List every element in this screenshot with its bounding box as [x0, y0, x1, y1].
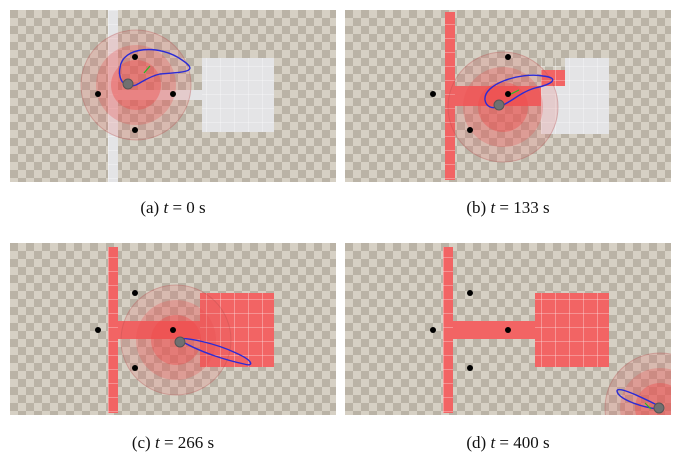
room-cells: [535, 293, 609, 367]
trajectory: [176, 337, 252, 366]
heading-marker: [510, 89, 520, 95]
caption-c: (c) t = 266 s: [131, 433, 215, 452]
room-cells: [541, 58, 609, 134]
trajectory: [484, 74, 554, 109]
explored-corridor-horizontal: [118, 321, 208, 339]
landmark: [430, 327, 436, 333]
landmark: [132, 290, 138, 296]
explored-corridor-horizontal: [453, 321, 543, 339]
landmark: [95, 91, 101, 97]
robot: [493, 99, 505, 111]
landmark: [132, 365, 138, 371]
simulation-view-b: [345, 10, 671, 182]
robot: [122, 78, 134, 90]
landmark: [95, 327, 101, 333]
landmark: [170, 91, 176, 97]
caption-b: (b) t = 133 s: [466, 198, 550, 217]
landmark: [430, 91, 436, 97]
simulation-view-d: [345, 243, 671, 415]
robot: [653, 402, 665, 414]
heading-marker: [143, 65, 151, 74]
panel-d: [345, 243, 671, 415]
panel-c: [10, 243, 336, 415]
heading-marker: [644, 402, 652, 410]
landmark: [505, 327, 511, 333]
landmark: [505, 54, 511, 60]
panel-a: [10, 10, 336, 182]
landmark: [132, 54, 138, 60]
panel-b: [345, 10, 671, 182]
corridor-horizontal: [118, 90, 202, 100]
landmark: [467, 127, 473, 133]
landmark: [170, 327, 176, 333]
landmark: [132, 127, 138, 133]
simulation-view-c: [10, 243, 336, 415]
caption-a: (a) t = 0 s: [140, 198, 206, 217]
landmark: [467, 365, 473, 371]
room-cells: [202, 58, 274, 132]
landmark: [467, 290, 473, 296]
robot: [174, 336, 186, 348]
simulation-view-a: [10, 10, 336, 182]
caption-d: (d) t = 400 s: [466, 433, 550, 452]
landmark: [505, 91, 511, 97]
sensor-range-outer: [604, 352, 671, 415]
